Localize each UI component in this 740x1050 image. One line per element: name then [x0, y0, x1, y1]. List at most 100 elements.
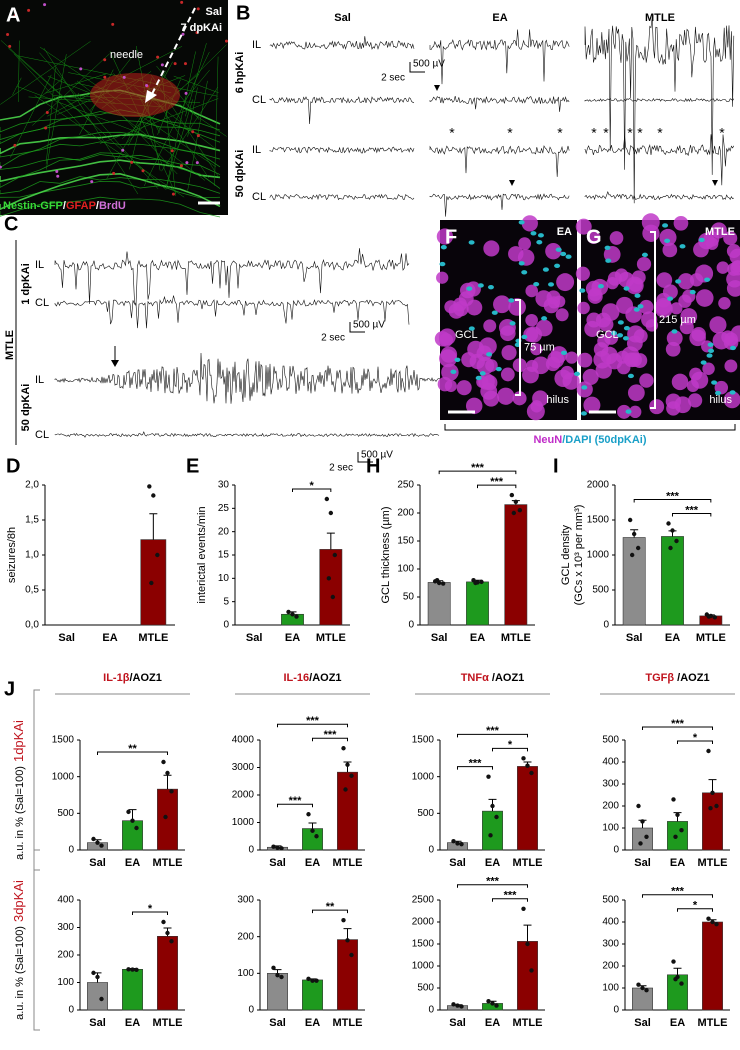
- label: EA: [485, 857, 500, 869]
- nucleus: [521, 270, 528, 275]
- y-tick-label: 1500: [412, 939, 435, 950]
- nucleus: [677, 273, 695, 290]
- nucleus: [716, 261, 730, 274]
- nucleus: [671, 373, 689, 391]
- data-point: [714, 803, 719, 809]
- nucleus: [709, 316, 727, 334]
- data-point: [636, 982, 641, 987]
- nucleus: [525, 284, 539, 298]
- nucleus: [600, 346, 618, 365]
- data-point: [95, 974, 100, 980]
- nucleus: [708, 348, 715, 354]
- data-point: [134, 967, 139, 973]
- nucleus: [523, 327, 539, 342]
- fiber: [99, 98, 219, 144]
- nucleus: [631, 270, 646, 285]
- significance-bracket: [677, 740, 713, 744]
- y-tick-label: 200: [602, 801, 619, 812]
- stain: /DAPI (50dpKAi): [562, 434, 647, 446]
- y-tick-label: 500: [417, 983, 434, 994]
- data-point: [666, 521, 671, 526]
- data-point: [706, 916, 711, 921]
- trace: [269, 96, 415, 125]
- fiber: [53, 95, 95, 101]
- nucleus: [639, 299, 654, 315]
- label: CL: [252, 191, 266, 203]
- nucleus: [689, 289, 696, 295]
- label: Sal: [269, 857, 286, 869]
- nucleus: [487, 284, 494, 290]
- data-point: [706, 748, 711, 754]
- data-point: [644, 834, 649, 839]
- label: EA: [665, 632, 680, 644]
- bar: [661, 536, 684, 626]
- bar: [702, 792, 723, 851]
- data-point: [286, 609, 291, 615]
- error-bar: [708, 779, 717, 793]
- label: **: [326, 901, 335, 913]
- label: 500 µV: [353, 320, 385, 331]
- cell: [27, 8, 31, 12]
- data-point: [349, 952, 354, 958]
- normalizer: /AOZ1: [674, 672, 709, 684]
- label: MTLE: [513, 1017, 543, 1029]
- label: EA: [125, 1017, 140, 1029]
- label: MTLE: [153, 1017, 183, 1029]
- nucleus: [508, 246, 524, 262]
- label: MTLE: [316, 632, 346, 644]
- y-tick-label: 0: [613, 1005, 619, 1016]
- nucleus: [479, 371, 486, 376]
- trace: [269, 146, 415, 154]
- fiber: [161, 87, 218, 172]
- cell: [179, 164, 183, 168]
- arrowhead: [509, 180, 515, 186]
- label: EA: [102, 632, 117, 644]
- cell: [195, 161, 199, 165]
- significance-bracket: [438, 470, 517, 475]
- fiber: [38, 78, 63, 99]
- nucleus: [555, 247, 562, 252]
- fiber: [0, 141, 221, 160]
- cell: [44, 126, 48, 130]
- data-point: [91, 836, 96, 842]
- data-point: [671, 797, 676, 802]
- stain: /: [96, 200, 99, 212]
- nucleus: [583, 396, 601, 414]
- nucleus: [645, 319, 659, 332]
- nucleus: [536, 240, 543, 245]
- label: *: [693, 732, 698, 744]
- y-tick-label: 150: [397, 536, 414, 547]
- nucleus: [439, 261, 446, 267]
- row-label: a.u. in % (Sal=100) 3dpKAi: [11, 880, 26, 1020]
- label: Sal: [269, 1017, 286, 1029]
- y-tick-label: 3000: [232, 762, 255, 773]
- label: Sal: [58, 632, 75, 644]
- nucleus: [555, 308, 569, 322]
- y-tick-label: 2000: [587, 480, 610, 491]
- nucleus: [715, 390, 722, 396]
- nucleus: [450, 369, 457, 375]
- y-tick-label: 1500: [587, 515, 610, 526]
- fiber: [32, 53, 110, 126]
- nucleus: [587, 288, 603, 304]
- nucleus: [634, 293, 641, 298]
- nucleus: [477, 283, 484, 288]
- label: *: [693, 900, 698, 912]
- nucleus: [547, 351, 565, 369]
- nucleus: [623, 286, 630, 291]
- data-point: [473, 580, 478, 586]
- error-bar: [523, 924, 532, 942]
- nucleus: [642, 224, 660, 242]
- nucleus: [617, 404, 632, 419]
- y-tick-label: 0,0: [25, 620, 39, 631]
- rotated-label: interictal events/min: [196, 506, 208, 603]
- nucleus: [530, 343, 543, 356]
- error-bar: [273, 969, 282, 974]
- data-point: [525, 941, 530, 947]
- cell: [111, 22, 115, 26]
- data-point: [631, 531, 637, 537]
- y-tick-label: 0: [428, 1005, 434, 1016]
- data-point: [675, 812, 680, 817]
- data-point: [310, 978, 315, 983]
- cell: [122, 75, 126, 79]
